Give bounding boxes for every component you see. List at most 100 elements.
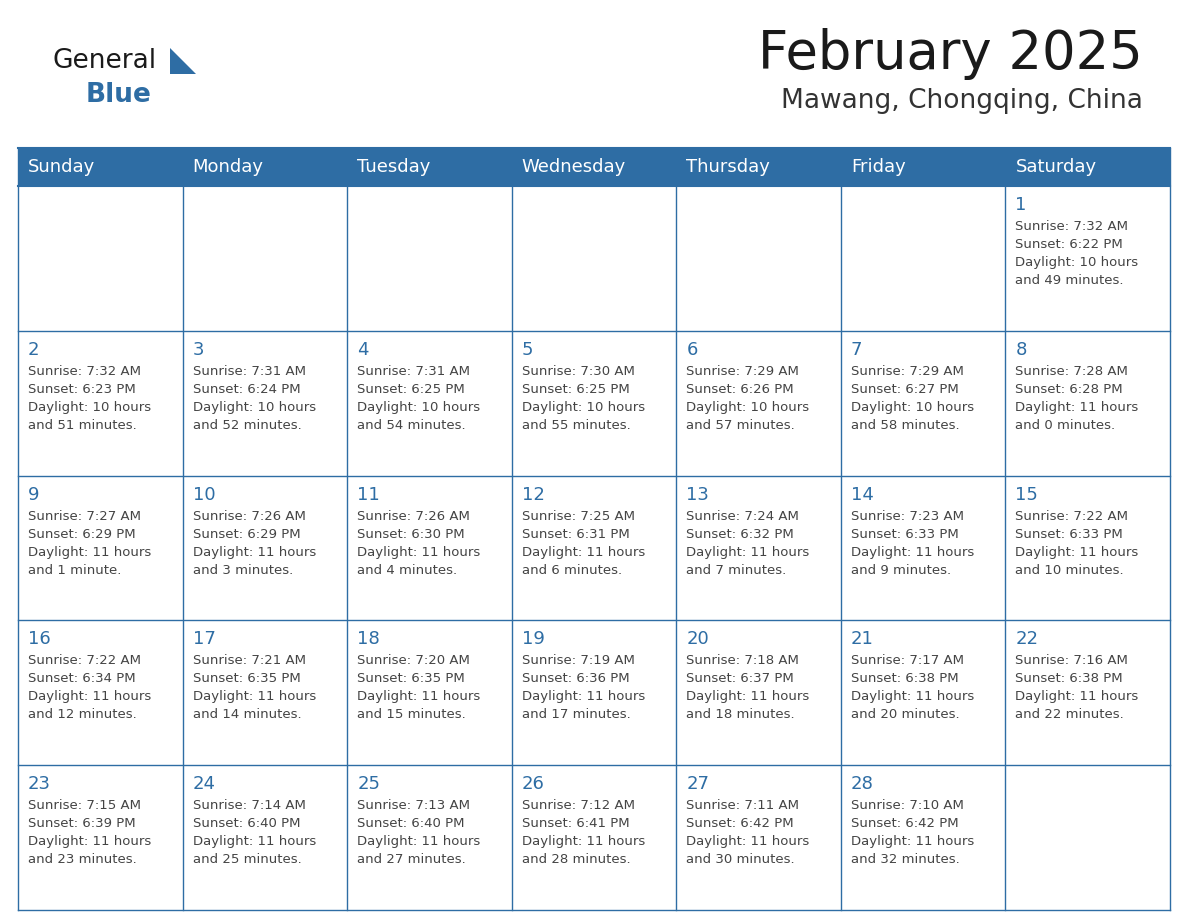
Text: and 15 minutes.: and 15 minutes.	[358, 709, 466, 722]
Text: Sunset: 6:42 PM: Sunset: 6:42 PM	[687, 817, 794, 830]
Text: Daylight: 11 hours: Daylight: 11 hours	[29, 835, 151, 848]
Text: 28: 28	[851, 775, 873, 793]
Text: Sunset: 6:24 PM: Sunset: 6:24 PM	[192, 383, 301, 396]
Bar	[183, 186, 347, 330]
Bar	[676, 476, 841, 621]
Text: and 58 minutes.: and 58 minutes.	[851, 419, 960, 431]
Bar	[1005, 476, 1170, 621]
Text: and 32 minutes.: and 32 minutes.	[851, 853, 960, 867]
Text: and 55 minutes.: and 55 minutes.	[522, 419, 631, 431]
Text: Sunset: 6:23 PM: Sunset: 6:23 PM	[29, 383, 135, 396]
Text: 21: 21	[851, 631, 873, 648]
Text: 16: 16	[29, 631, 51, 648]
Text: Daylight: 11 hours: Daylight: 11 hours	[522, 545, 645, 558]
Text: Sunset: 6:34 PM: Sunset: 6:34 PM	[29, 672, 135, 686]
Bar	[841, 186, 1005, 330]
Bar	[676, 766, 841, 910]
Text: 1: 1	[1016, 196, 1026, 214]
Text: 27: 27	[687, 775, 709, 793]
Text: 24: 24	[192, 775, 215, 793]
Bar	[183, 476, 347, 621]
Polygon shape	[170, 48, 196, 74]
Bar	[1005, 186, 1170, 330]
Bar	[18, 148, 1170, 186]
Text: Sunset: 6:33 PM: Sunset: 6:33 PM	[1016, 528, 1123, 541]
Text: 19: 19	[522, 631, 544, 648]
Text: Daylight: 11 hours: Daylight: 11 hours	[687, 835, 809, 848]
Text: and 28 minutes.: and 28 minutes.	[522, 853, 631, 867]
Text: Sunrise: 7:15 AM: Sunrise: 7:15 AM	[29, 800, 141, 812]
Text: Sunset: 6:22 PM: Sunset: 6:22 PM	[1016, 238, 1123, 251]
Text: Daylight: 11 hours: Daylight: 11 hours	[192, 545, 316, 558]
Bar	[512, 766, 676, 910]
Text: and 54 minutes.: and 54 minutes.	[358, 419, 466, 431]
Text: Sunset: 6:36 PM: Sunset: 6:36 PM	[522, 672, 630, 686]
Text: Sunset: 6:27 PM: Sunset: 6:27 PM	[851, 383, 959, 396]
Bar	[18, 476, 183, 621]
Bar	[512, 186, 676, 330]
Text: Sunrise: 7:31 AM: Sunrise: 7:31 AM	[192, 364, 305, 378]
Text: and 51 minutes.: and 51 minutes.	[29, 419, 137, 431]
Bar	[18, 330, 183, 476]
Text: Daylight: 11 hours: Daylight: 11 hours	[192, 835, 316, 848]
Text: 2: 2	[29, 341, 39, 359]
Text: Sunset: 6:40 PM: Sunset: 6:40 PM	[358, 817, 465, 830]
Text: 10: 10	[192, 486, 215, 504]
Text: Sunrise: 7:28 AM: Sunrise: 7:28 AM	[1016, 364, 1129, 378]
Text: February 2025: February 2025	[758, 28, 1143, 80]
Text: and 52 minutes.: and 52 minutes.	[192, 419, 302, 431]
Text: 18: 18	[358, 631, 380, 648]
Text: Daylight: 11 hours: Daylight: 11 hours	[358, 835, 480, 848]
Text: Sunset: 6:33 PM: Sunset: 6:33 PM	[851, 528, 959, 541]
Text: Sunrise: 7:13 AM: Sunrise: 7:13 AM	[358, 800, 470, 812]
Text: Sunrise: 7:19 AM: Sunrise: 7:19 AM	[522, 655, 634, 667]
Text: Daylight: 10 hours: Daylight: 10 hours	[1016, 256, 1138, 269]
Bar	[347, 766, 512, 910]
Text: Mawang, Chongqing, China: Mawang, Chongqing, China	[782, 88, 1143, 114]
Text: and 49 minutes.: and 49 minutes.	[1016, 274, 1124, 287]
Text: Sunset: 6:42 PM: Sunset: 6:42 PM	[851, 817, 959, 830]
Bar	[18, 621, 183, 766]
Text: and 17 minutes.: and 17 minutes.	[522, 709, 631, 722]
Bar	[18, 766, 183, 910]
Bar	[347, 186, 512, 330]
Text: Blue: Blue	[86, 82, 152, 108]
Text: and 20 minutes.: and 20 minutes.	[851, 709, 960, 722]
Text: 14: 14	[851, 486, 873, 504]
Text: Sunrise: 7:25 AM: Sunrise: 7:25 AM	[522, 509, 634, 522]
Text: Sunset: 6:29 PM: Sunset: 6:29 PM	[29, 528, 135, 541]
Text: and 1 minute.: and 1 minute.	[29, 564, 121, 577]
Text: 26: 26	[522, 775, 544, 793]
Bar	[512, 330, 676, 476]
Text: Sunset: 6:25 PM: Sunset: 6:25 PM	[522, 383, 630, 396]
Text: Daylight: 10 hours: Daylight: 10 hours	[687, 401, 809, 414]
Text: Daylight: 11 hours: Daylight: 11 hours	[687, 690, 809, 703]
Text: Daylight: 11 hours: Daylight: 11 hours	[851, 835, 974, 848]
Text: Daylight: 11 hours: Daylight: 11 hours	[851, 690, 974, 703]
Text: 20: 20	[687, 631, 709, 648]
Text: General: General	[52, 48, 156, 74]
Text: Sunset: 6:38 PM: Sunset: 6:38 PM	[851, 672, 959, 686]
Text: Sunrise: 7:27 AM: Sunrise: 7:27 AM	[29, 509, 141, 522]
Text: Sunrise: 7:23 AM: Sunrise: 7:23 AM	[851, 509, 963, 522]
Text: and 4 minutes.: and 4 minutes.	[358, 564, 457, 577]
Text: Daylight: 11 hours: Daylight: 11 hours	[1016, 401, 1138, 414]
Bar	[183, 766, 347, 910]
Text: Sunset: 6:37 PM: Sunset: 6:37 PM	[687, 672, 794, 686]
Text: 15: 15	[1016, 486, 1038, 504]
Text: 8: 8	[1016, 341, 1026, 359]
Text: 25: 25	[358, 775, 380, 793]
Text: Daylight: 11 hours: Daylight: 11 hours	[358, 545, 480, 558]
Text: Sunset: 6:41 PM: Sunset: 6:41 PM	[522, 817, 630, 830]
Text: Sunrise: 7:14 AM: Sunrise: 7:14 AM	[192, 800, 305, 812]
Bar	[1005, 766, 1170, 910]
Text: Sunrise: 7:26 AM: Sunrise: 7:26 AM	[358, 509, 470, 522]
Bar	[512, 476, 676, 621]
Text: and 57 minutes.: and 57 minutes.	[687, 419, 795, 431]
Text: Daylight: 11 hours: Daylight: 11 hours	[29, 545, 151, 558]
Text: 5: 5	[522, 341, 533, 359]
Text: and 25 minutes.: and 25 minutes.	[192, 853, 302, 867]
Text: Friday: Friday	[851, 158, 905, 176]
Text: 12: 12	[522, 486, 544, 504]
Text: Sunrise: 7:30 AM: Sunrise: 7:30 AM	[522, 364, 634, 378]
